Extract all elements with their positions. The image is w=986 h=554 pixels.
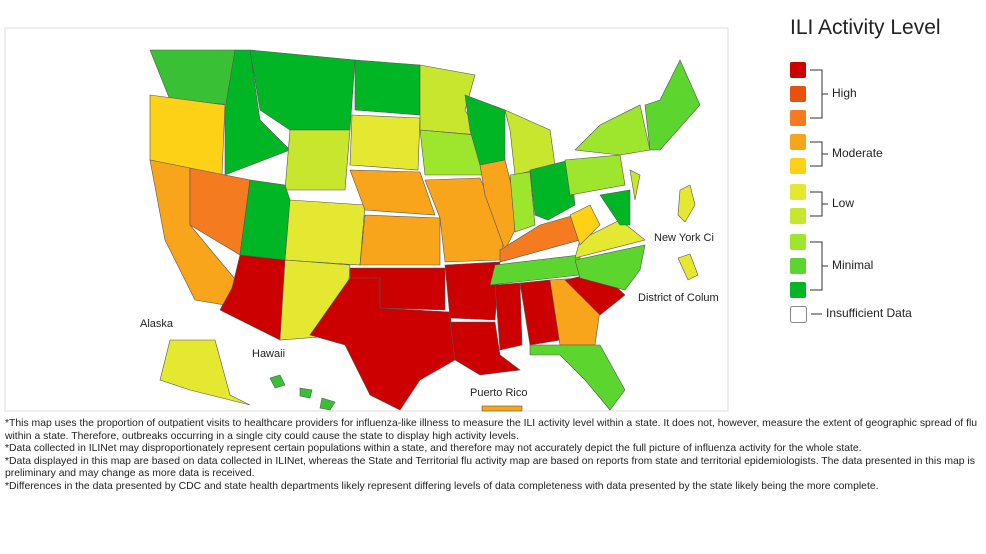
footnote: *This map uses the proportion of outpati… [5, 418, 978, 442]
legend-swatch [790, 86, 806, 102]
map-label: Puerto Rico [470, 387, 527, 399]
state [284, 129, 351, 191]
state [284, 199, 366, 266]
legend-swatch [790, 234, 806, 250]
legend-swatch [790, 62, 806, 78]
footnotes: *This map uses the proportion of outpati… [5, 418, 980, 494]
state [219, 254, 286, 341]
legend-swatch [790, 306, 807, 323]
state [574, 104, 651, 156]
state [644, 59, 701, 151]
state [599, 189, 631, 226]
legend-swatch [790, 184, 806, 200]
footnote: *Differences in the data presented by CD… [5, 480, 879, 492]
state [529, 344, 626, 411]
state [494, 282, 523, 351]
footnote: *Data collected in ILINet may disproport… [5, 443, 862, 455]
state [354, 59, 421, 116]
legend-swatch [790, 158, 806, 174]
legend-label: Insufficient Data [826, 306, 912, 320]
state [349, 169, 436, 216]
map-label: New York Ci [654, 232, 714, 244]
legend-title: ILI Activity Level [790, 16, 941, 39]
map-label: District of Colum [638, 292, 719, 304]
territory [481, 405, 523, 412]
legend-label: Minimal [832, 258, 873, 272]
legend-swatch [790, 208, 806, 224]
legend-swatch [790, 110, 806, 126]
map-label: Alaska [140, 318, 174, 330]
legend-swatch [790, 282, 806, 298]
legend-label: Moderate [832, 146, 883, 160]
legend-swatch [790, 258, 806, 274]
state [629, 169, 641, 201]
state [359, 214, 441, 266]
city-inset [677, 184, 696, 223]
legend-bracket [810, 241, 828, 291]
state [309, 277, 456, 411]
state [509, 171, 536, 233]
states [149, 49, 701, 412]
state [449, 321, 521, 376]
state [444, 261, 501, 321]
legend-label: Low [832, 196, 854, 210]
legend-bracket [810, 191, 828, 217]
map-label: Hawaii [252, 348, 285, 360]
state [319, 397, 336, 411]
city-inset [677, 253, 699, 281]
legend: High Moderate Low Minimal Insufficient D… [790, 62, 912, 323]
legend-swatch [790, 134, 806, 150]
state [349, 114, 421, 171]
state [564, 154, 626, 196]
legend-bracket [810, 141, 828, 167]
legend-bracket [810, 69, 828, 119]
state [269, 374, 286, 389]
state [569, 204, 601, 246]
state [529, 159, 576, 221]
state [299, 387, 313, 399]
state [574, 244, 646, 291]
footnote: *Data displayed in this map are based on… [5, 455, 975, 480]
state [479, 159, 521, 251]
state [159, 339, 251, 406]
state [574, 219, 646, 259]
legend-label: High [832, 86, 857, 100]
